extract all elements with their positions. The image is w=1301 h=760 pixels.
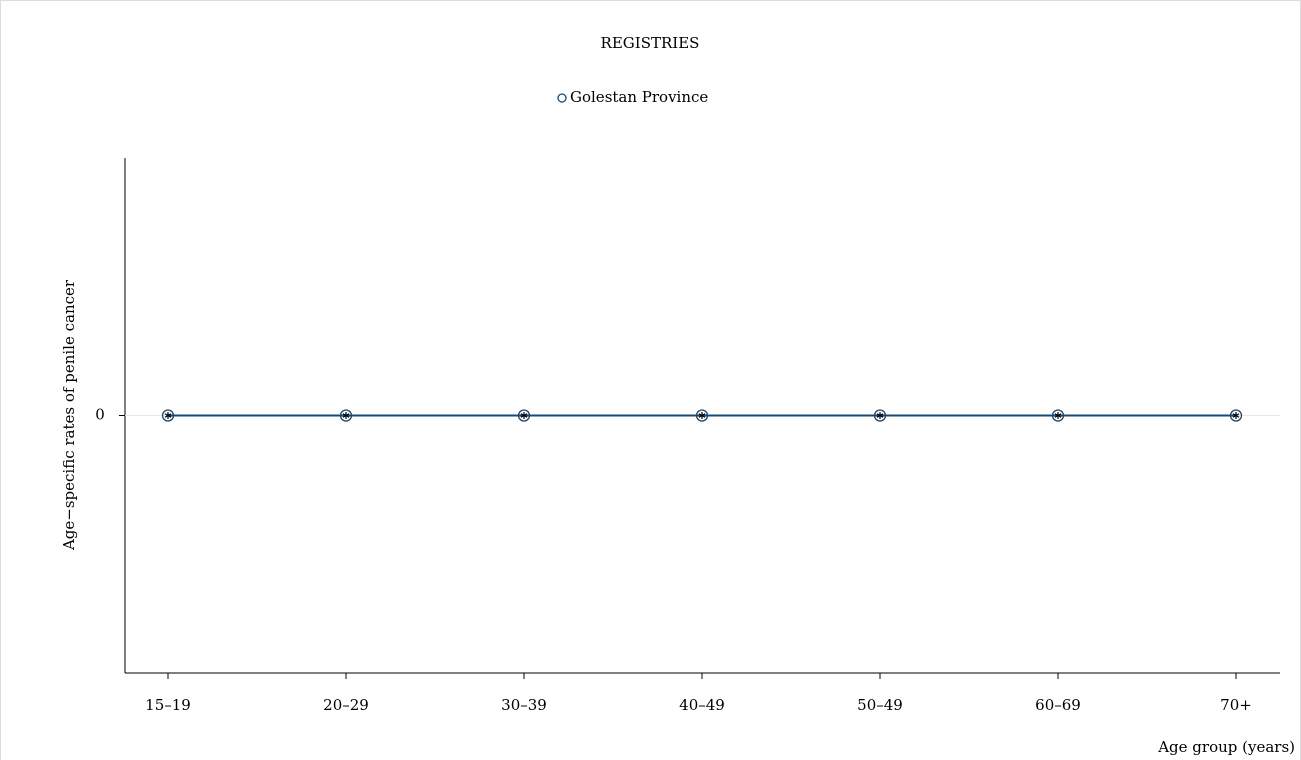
x-tick-label: 70+ [1220, 696, 1252, 714]
chart-title: REGISTRIES [601, 34, 700, 52]
data-point [161, 409, 175, 422]
marker-ring [339, 409, 353, 422]
data-point [517, 409, 531, 422]
marker-star [1054, 413, 1062, 418]
y-axis-label: Age−specific rates of penile cancer [60, 279, 78, 551]
marker-ring [873, 409, 887, 422]
x-tick-label: 40–49 [679, 696, 725, 714]
marker-star [164, 413, 172, 418]
data-point [873, 409, 887, 422]
x-axis-label: Age group (years) [1157, 738, 1295, 756]
data-point [339, 409, 353, 422]
marker-ring [1229, 409, 1243, 422]
data-point [1229, 409, 1243, 422]
x-tick-label: 15–19 [145, 696, 191, 714]
marker-ring [695, 409, 709, 422]
legend-label: Golestan Province [570, 88, 708, 106]
marker-star [1232, 413, 1240, 418]
marker-ring [517, 409, 531, 422]
x-tick-label: 20–29 [323, 696, 369, 714]
data-point [1051, 409, 1065, 422]
y-tick-label: 0 [95, 406, 105, 424]
marker-star [342, 413, 350, 418]
data-point [695, 409, 709, 422]
x-tick-label: 30–39 [501, 696, 547, 714]
marker-ring [161, 409, 175, 422]
x-tick-label: 60–69 [1035, 696, 1081, 714]
legend-marker [557, 93, 567, 103]
marker-star [876, 413, 884, 418]
x-tick-label: 50–49 [857, 696, 903, 714]
marker-star [698, 413, 706, 418]
marker-ring [1051, 409, 1065, 422]
marker-star [520, 413, 528, 418]
